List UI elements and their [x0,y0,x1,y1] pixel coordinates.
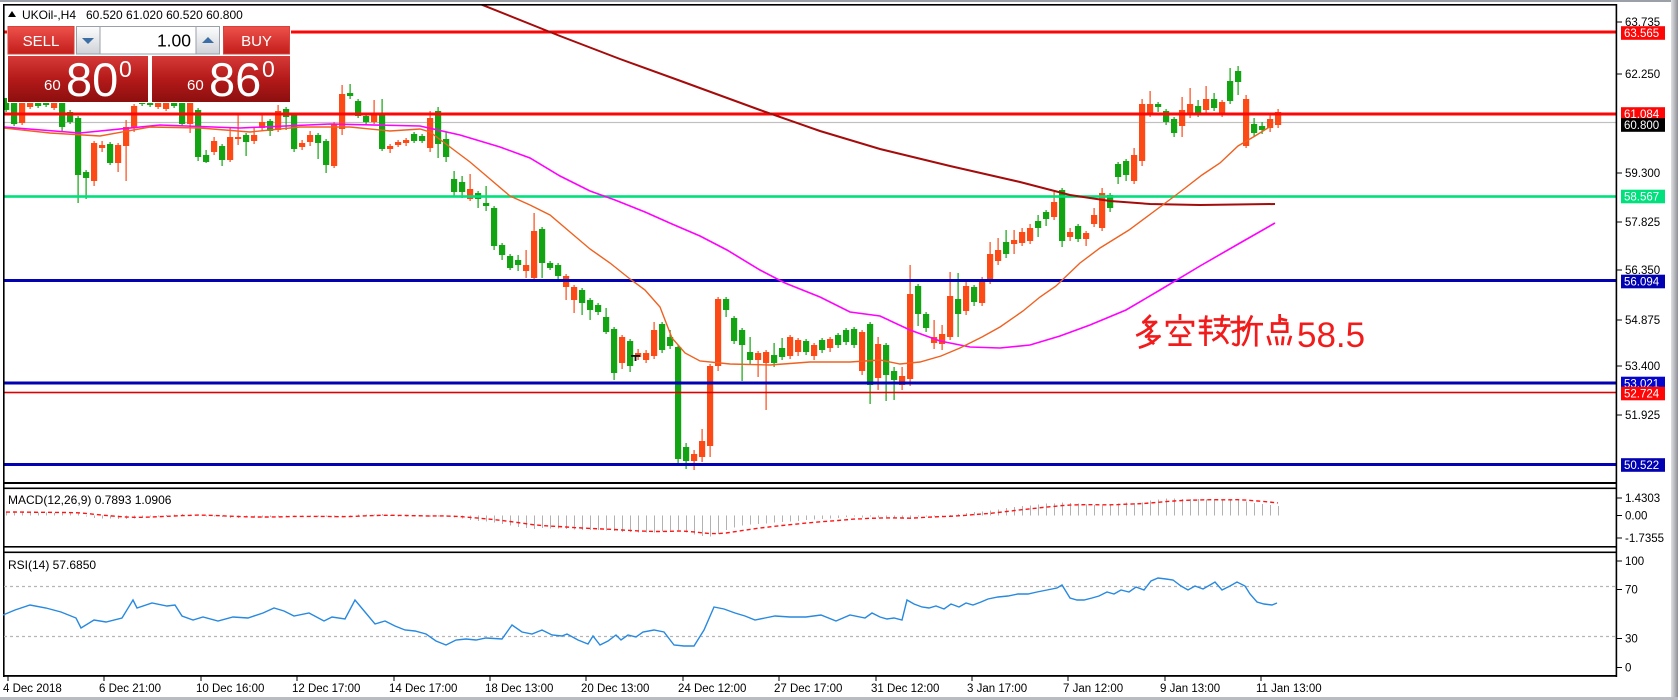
svg-text:53.400: 53.400 [1625,361,1660,373]
svg-text:1.00: 1.00 [157,31,191,51]
svg-text:100: 100 [1625,556,1644,568]
svg-text:3 Jan 17:00: 3 Jan 17:00 [967,683,1027,695]
svg-text:24 Dec 12:00: 24 Dec 12:00 [678,683,746,695]
svg-text:0: 0 [262,56,275,82]
svg-text:0.00: 0.00 [1625,511,1647,523]
svg-text:51.925: 51.925 [1625,410,1660,422]
svg-text:58.567: 58.567 [1624,192,1659,204]
svg-text:60: 60 [187,77,204,94]
svg-text:63.565: 63.565 [1624,28,1659,40]
svg-text:14 Dec 17:00: 14 Dec 17:00 [389,683,457,695]
svg-text:20 Dec 13:00: 20 Dec 13:00 [581,683,649,695]
svg-text:UKOil-,H4 60.520 61.020 60.5: UKOil-,H4 60.520 61.020 60.520 60.800 [22,8,243,22]
svg-text:80: 80 [66,53,118,106]
svg-text:-1.7355: -1.7355 [1625,533,1664,545]
svg-text:63.735: 63.735 [1625,17,1660,29]
svg-text:59.300: 59.300 [1625,168,1660,180]
svg-text:52.724: 52.724 [1624,389,1660,401]
svg-text:30: 30 [1625,634,1638,646]
svg-text:0: 0 [119,56,132,82]
svg-text:60.800: 60.800 [1624,120,1659,132]
svg-text:RSI(14) 57.6850: RSI(14) 57.6850 [8,558,96,572]
svg-text:56.094: 56.094 [1624,277,1660,289]
svg-text:56.350: 56.350 [1625,265,1660,277]
svg-text:31 Dec 12:00: 31 Dec 12:00 [871,683,939,695]
svg-text:18 Dec 13:00: 18 Dec 13:00 [485,683,553,695]
svg-text:86: 86 [209,53,261,106]
svg-text:62.250: 62.250 [1625,69,1660,81]
svg-text:60: 60 [44,77,61,94]
svg-text:6 Dec 21:00: 6 Dec 21:00 [99,683,161,695]
svg-text:0: 0 [1625,663,1631,675]
svg-text:12 Dec 17:00: 12 Dec 17:00 [292,683,360,695]
svg-text:10 Dec 16:00: 10 Dec 16:00 [196,683,264,695]
svg-text:BUY: BUY [241,33,272,50]
svg-text:50.522: 50.522 [1624,460,1659,472]
svg-text:70: 70 [1625,585,1638,597]
svg-text:54.875: 54.875 [1625,315,1660,327]
svg-text:1.4303: 1.4303 [1625,493,1660,505]
svg-text:MACD(12,26,9) 0.7893 1.0906: MACD(12,26,9) 0.7893 1.0906 [8,493,172,507]
svg-text:11 Jan 13:00: 11 Jan 13:00 [1256,683,1322,695]
svg-text:61.084: 61.084 [1624,109,1660,121]
svg-text:7 Jan 12:00: 7 Jan 12:00 [1063,683,1123,695]
svg-text:27 Dec 17:00: 27 Dec 17:00 [774,683,842,695]
svg-text:SELL: SELL [23,33,60,50]
svg-text:4 Dec 2018: 4 Dec 2018 [3,683,62,695]
svg-text:58.5: 58.5 [1297,316,1365,355]
svg-text:57.825: 57.825 [1625,217,1660,229]
svg-text:9 Jan 13:00: 9 Jan 13:00 [1160,683,1220,695]
